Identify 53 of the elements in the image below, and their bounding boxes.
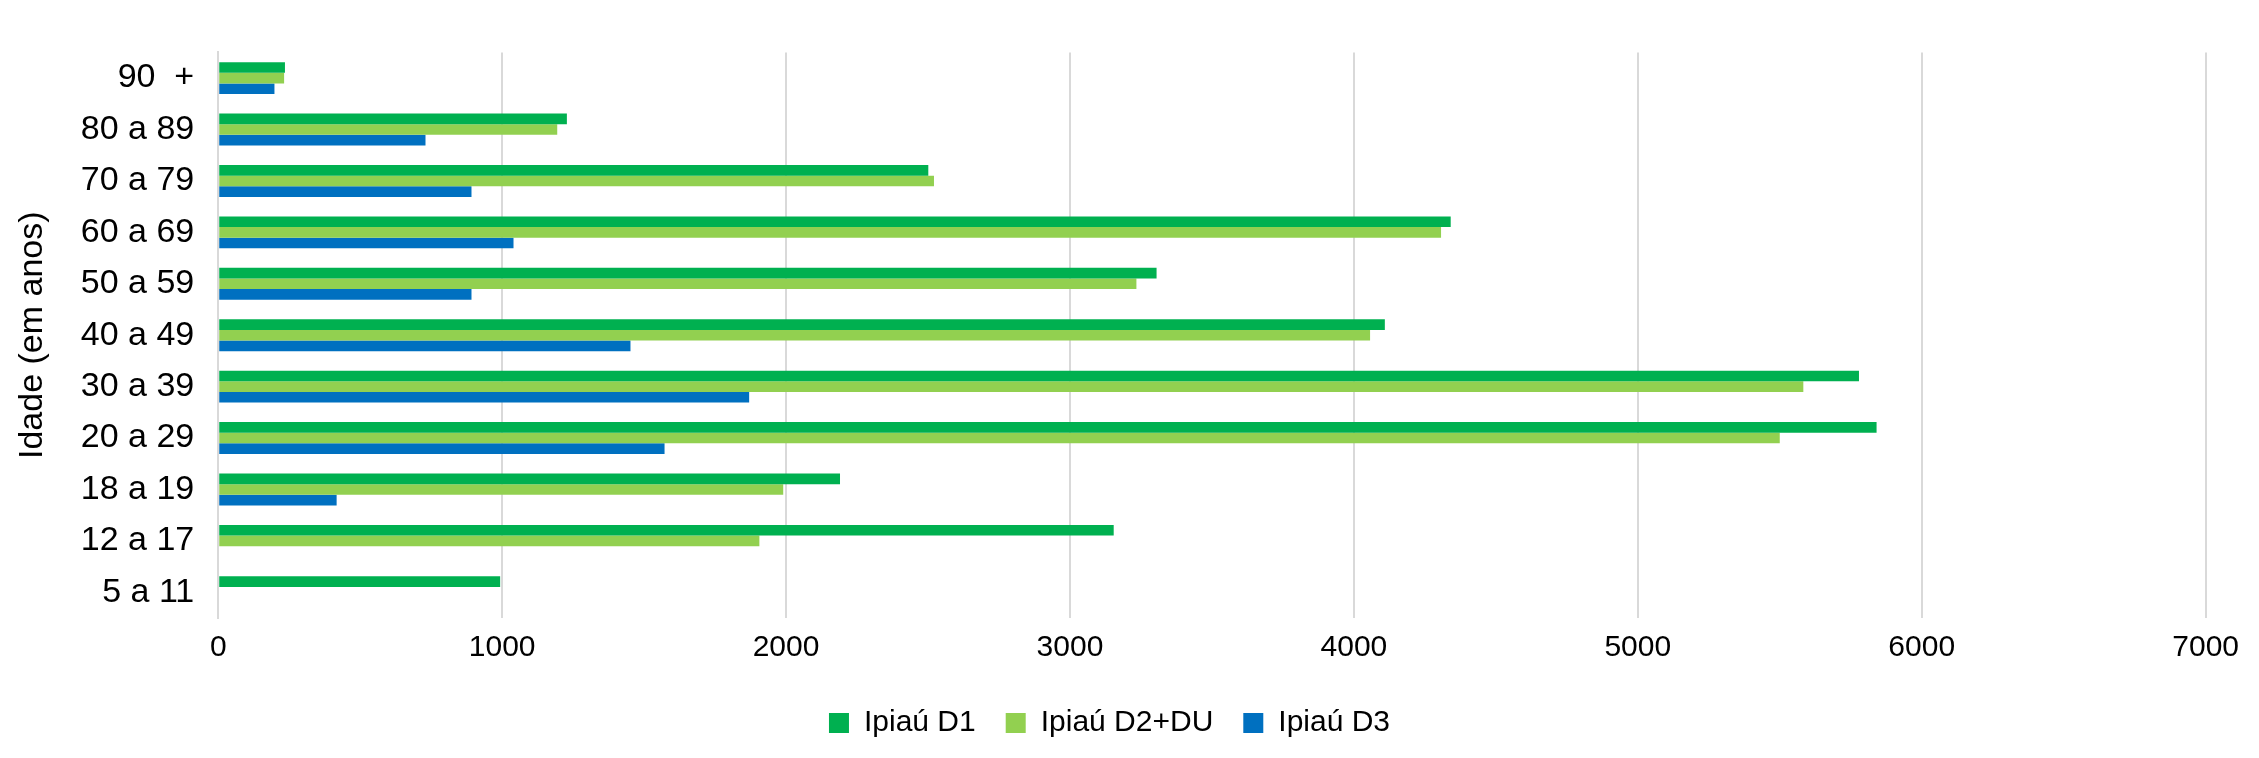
bar — [219, 175, 934, 187]
bar — [219, 62, 285, 73]
y-tick-label: 40 a 49 — [80, 313, 195, 352]
bar — [219, 216, 1451, 228]
y-tick-label: 18 a 19 — [80, 467, 195, 506]
bar — [219, 381, 1804, 392]
legend-label: Ipiaú D2+DU — [1040, 704, 1214, 738]
bar — [219, 113, 567, 125]
x-tick-label: 0 — [209, 629, 227, 663]
bar — [219, 237, 514, 249]
bar — [219, 278, 1137, 290]
legend-label: Ipiaú D3 — [1278, 704, 1391, 738]
y-tick-label: 12 a 17 — [80, 519, 195, 558]
bar — [219, 124, 558, 135]
y-tick-label: 90 + — [117, 56, 195, 95]
y-tick-label: 70 a 79 — [80, 159, 195, 198]
bar — [219, 484, 784, 495]
bar — [219, 340, 631, 352]
bar — [219, 329, 1371, 341]
bar — [219, 72, 285, 84]
y-tick-label: 30 a 39 — [80, 364, 195, 403]
bar — [219, 83, 275, 95]
bar — [219, 227, 1442, 238]
bar — [219, 576, 501, 587]
bar — [219, 443, 665, 454]
y-tick-label: 80 a 89 — [80, 107, 195, 146]
bar — [219, 134, 426, 146]
bar — [219, 494, 337, 506]
bar — [219, 267, 1157, 279]
x-tick-label: 2000 — [752, 629, 820, 663]
x-tick-label: 4000 — [1320, 629, 1388, 663]
y-tick-label: 50 a 59 — [80, 262, 195, 301]
bar — [219, 370, 1859, 382]
bar — [219, 473, 841, 485]
y-tick-label: 5 a 11 — [102, 570, 195, 609]
bar — [219, 432, 1780, 444]
bar — [219, 165, 929, 176]
bar — [219, 289, 472, 300]
bar — [219, 391, 750, 403]
x-tick-label: 1000 — [468, 629, 536, 663]
y-tick-label: 20 a 29 — [80, 416, 195, 455]
bar — [219, 186, 472, 197]
bar — [219, 422, 1877, 433]
bar — [219, 524, 1114, 536]
x-tick-label: 6000 — [1888, 629, 1956, 663]
bar — [219, 319, 1385, 330]
y-axis-title: Idade (em anos) — [10, 211, 49, 459]
x-tick-label: 7000 — [2172, 629, 2240, 663]
x-tick-label: 3000 — [1036, 629, 1104, 663]
x-tick-label: 5000 — [1604, 629, 1672, 663]
bar — [219, 535, 760, 547]
y-tick-label: 60 a 69 — [80, 210, 195, 249]
legend-label: Ipiaú D1 — [863, 704, 976, 738]
